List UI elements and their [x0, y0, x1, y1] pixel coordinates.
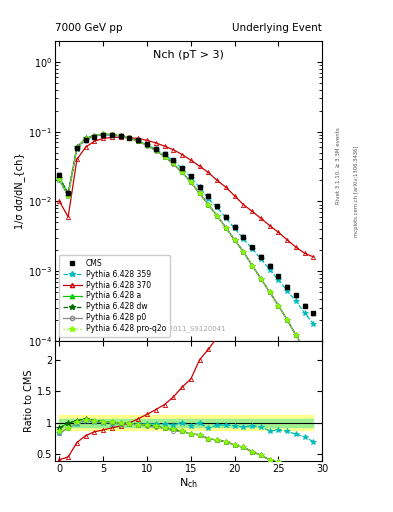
Text: mcplots.cern.ch [arXiv:1306.3436]: mcplots.cern.ch [arXiv:1306.3436] — [354, 145, 359, 237]
Legend: CMS, Pythia 6.428 359, Pythia 6.428 370, Pythia 6.428 a, Pythia 6.428 dw, Pythia: CMS, Pythia 6.428 359, Pythia 6.428 370,… — [59, 255, 170, 337]
X-axis label: $\mathregular{N_{ch}}$: $\mathregular{N_{ch}}$ — [179, 476, 198, 490]
Text: 7000 GeV pp: 7000 GeV pp — [55, 23, 123, 33]
Text: CMS_2011_S9120041: CMS_2011_S9120041 — [151, 325, 226, 332]
Text: Nch (pT > 3): Nch (pT > 3) — [153, 50, 224, 60]
Text: Underlying Event: Underlying Event — [232, 23, 322, 33]
Y-axis label: Ratio to CMS: Ratio to CMS — [24, 370, 34, 432]
Y-axis label: 1/σ dσ/dN_{ch}: 1/σ dσ/dN_{ch} — [15, 153, 25, 229]
Text: Rivet 3.1.10, ≥ 3.3M events: Rivet 3.1.10, ≥ 3.3M events — [336, 127, 341, 204]
